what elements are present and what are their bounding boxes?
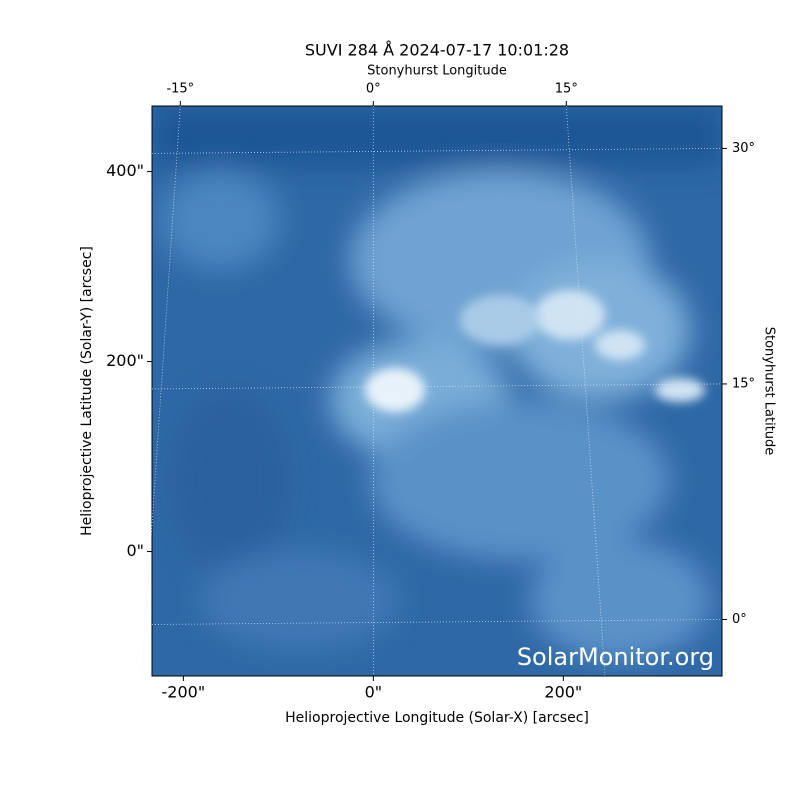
plot-frame [151,105,723,677]
y2-tick-label: 0° [732,612,747,627]
y-tick-label: 400" [106,161,144,180]
grid-line [151,383,723,390]
grid-line [141,105,181,677]
x-tick-label: 200" [544,683,582,702]
x-tick-label: -200" [162,683,206,702]
solar-image [152,106,722,676]
grid-line [151,619,723,625]
x2-axis-label: Stonyhurst Longitude [367,64,507,79]
x2-tick-label: -15° [166,82,194,97]
y2-tick-label: 30° [732,141,755,156]
watermark: SolarMonitor.org [517,643,714,671]
x-tick-label: 0" [365,683,383,702]
x2-tick-label: 15° [555,82,578,97]
y-tick-label: 0" [126,541,144,560]
x-axis-label: Helioprojective Longitude (Solar-X) [arc… [285,710,589,726]
grid-line [565,105,606,677]
x2-tick-label: 0° [366,82,381,97]
y-tick-label: 200" [106,351,144,370]
y-axis-label: Helioprojective Latitude (Solar-Y) [arcs… [79,246,95,536]
chart-title: SUVI 284 Å 2024-07-17 10:01:28 [305,41,569,60]
grid-line [151,147,723,154]
y2-tick-label: 15° [732,376,755,391]
y2-axis-label: Stonyhurst Latitude [762,327,777,456]
